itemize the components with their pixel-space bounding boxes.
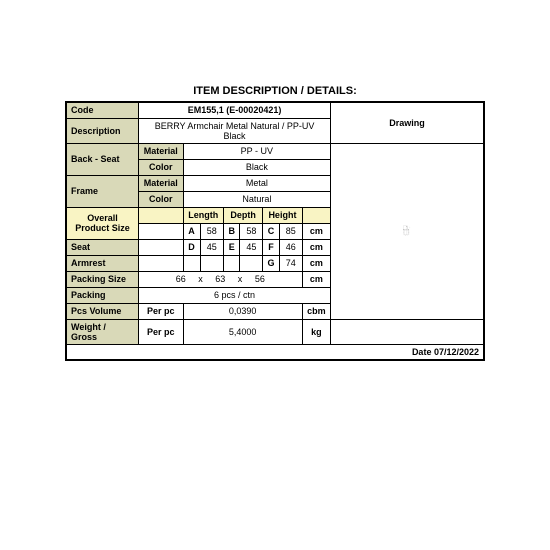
val-A: 58 [200, 223, 223, 239]
val-F: 46 [279, 239, 302, 255]
bs-color-label: Color [139, 159, 184, 175]
packing-value: 6 pcs / ctn [139, 287, 331, 303]
svg-text:A: A [407, 234, 408, 235]
packsize-unit: cm [302, 271, 331, 287]
height-label: Height [263, 207, 302, 223]
unit-3: cm [302, 255, 331, 271]
length-label: Length [183, 207, 223, 223]
unit-1: cm [302, 223, 331, 239]
dim-F: F [263, 239, 280, 255]
bs-mat-value: PP - UV [183, 143, 331, 159]
vol-value: 0,0390 [183, 303, 302, 319]
dim-A: A [183, 223, 200, 239]
svg-text:G: G [409, 231, 410, 232]
weight-label: Weight / Gross [66, 319, 139, 344]
val-C: 85 [279, 223, 302, 239]
desc-label: Description [66, 118, 139, 143]
unit-2: cm [302, 239, 331, 255]
svg-text:C: C [410, 227, 411, 228]
dim-B: B [223, 223, 240, 239]
fr-color-label: Color [139, 191, 184, 207]
backseat-label: Back - Seat [66, 143, 139, 175]
val-B: 58 [240, 223, 263, 239]
packing-label: Packing [66, 287, 139, 303]
depth-label: Depth [223, 207, 262, 223]
dim-C: C [263, 223, 280, 239]
sheet-title: ITEM DESCRIPTION / DETAILS: [65, 85, 485, 101]
val-E: 45 [240, 239, 263, 255]
packsize-value: 66 x 63 x 56 [139, 271, 303, 287]
fr-mat-label: Material [139, 175, 184, 191]
dim-E: E [223, 239, 240, 255]
drawing-label: Drawing [331, 102, 484, 143]
val-D: 45 [200, 239, 223, 255]
overall-label: Overall Product Size [66, 207, 139, 239]
svg-text:B: B [405, 234, 406, 235]
date-value: Date 07/12/2022 [66, 344, 484, 360]
weight-per: Per pc [139, 319, 184, 344]
dim-G: G [263, 255, 280, 271]
bs-color-value: Black [183, 159, 331, 175]
code-label: Code [66, 102, 139, 118]
vol-per: Per pc [139, 303, 184, 319]
vol-label: Pcs Volume [66, 303, 139, 319]
desc-value: BERRY Armchair Metal Natural / PP-UV Bla… [139, 118, 331, 143]
drawing-cell: C F G B A [331, 143, 484, 319]
armrest-label: Armrest [66, 255, 139, 271]
vol-unit: cbm [302, 303, 331, 319]
frame-label: Frame [66, 175, 139, 207]
weight-unit: kg [302, 319, 331, 344]
fr-mat-value: Metal [183, 175, 331, 191]
spec-table: Code EM155,1 (E-00020421) Drawing Descri… [65, 101, 485, 361]
fr-color-value: Natural [183, 191, 331, 207]
weight-value: 5,4000 [183, 319, 302, 344]
seat-label: Seat [66, 239, 139, 255]
dim-D: D [183, 239, 200, 255]
packsize-label: Packing Size [66, 271, 139, 287]
bs-mat-label: Material [139, 143, 184, 159]
val-G: 74 [279, 255, 302, 271]
svg-text:F: F [403, 231, 404, 232]
code-value: EM155,1 (E-00020421) [139, 102, 331, 118]
chair-drawing-icon: C F G B A [335, 225, 479, 236]
